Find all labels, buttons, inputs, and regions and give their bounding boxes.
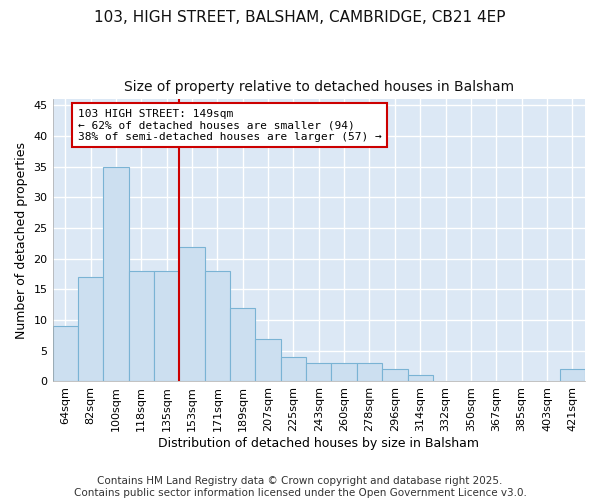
Text: 103, HIGH STREET, BALSHAM, CAMBRIDGE, CB21 4EP: 103, HIGH STREET, BALSHAM, CAMBRIDGE, CB…: [94, 10, 506, 25]
Bar: [103, 167, 128, 382]
Bar: [205, 271, 230, 382]
Bar: [382, 369, 407, 382]
Bar: [407, 376, 433, 382]
Bar: [256, 338, 281, 382]
Bar: [78, 277, 103, 382]
Bar: [306, 363, 331, 382]
X-axis label: Distribution of detached houses by size in Balsham: Distribution of detached houses by size …: [158, 437, 479, 450]
Bar: [179, 246, 205, 382]
Text: 103 HIGH STREET: 149sqm
← 62% of detached houses are smaller (94)
38% of semi-de: 103 HIGH STREET: 149sqm ← 62% of detache…: [78, 108, 382, 142]
Text: Contains HM Land Registry data © Crown copyright and database right 2025.
Contai: Contains HM Land Registry data © Crown c…: [74, 476, 526, 498]
Bar: [230, 308, 256, 382]
Bar: [53, 326, 78, 382]
Bar: [154, 271, 179, 382]
Bar: [357, 363, 382, 382]
Title: Size of property relative to detached houses in Balsham: Size of property relative to detached ho…: [124, 80, 514, 94]
Bar: [560, 369, 585, 382]
Bar: [281, 357, 306, 382]
Bar: [128, 271, 154, 382]
Bar: [331, 363, 357, 382]
Y-axis label: Number of detached properties: Number of detached properties: [15, 142, 28, 339]
